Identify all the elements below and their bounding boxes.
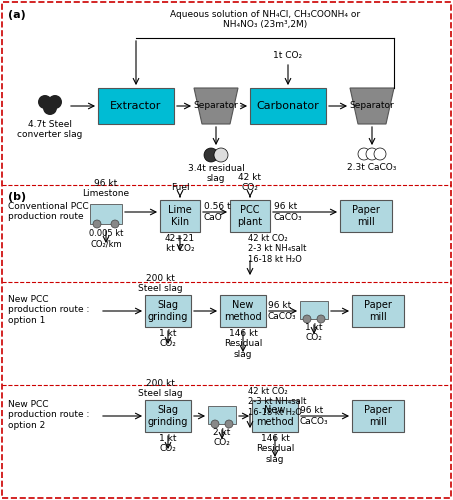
Circle shape	[374, 148, 386, 160]
Polygon shape	[350, 88, 394, 124]
Text: 4.7t Steel
converter slag: 4.7t Steel converter slag	[17, 120, 83, 140]
Text: (a): (a)	[8, 10, 26, 20]
Bar	[160, 200, 200, 232]
Text: Paper
mill: Paper mill	[352, 205, 380, 227]
Text: 96 kt
CaCO₃: 96 kt CaCO₃	[268, 302, 297, 320]
Circle shape	[43, 101, 57, 115]
Text: 200 kt
Steel slag: 200 kt Steel slag	[138, 378, 182, 398]
Text: Paper
mill: Paper mill	[364, 405, 392, 427]
Text: 42+21
kt CO₂: 42+21 kt CO₂	[165, 234, 195, 254]
Text: Slag
grinding: Slag grinding	[148, 405, 188, 427]
Text: 2 kt
CO₂: 2 kt CO₂	[213, 428, 231, 448]
Text: Slag
grinding: Slag grinding	[148, 300, 188, 322]
Text: 0.005 kt
CO₂/km: 0.005 kt CO₂/km	[89, 229, 123, 248]
Text: 1 kt
CO₂: 1 kt CO₂	[159, 434, 177, 454]
Bar	[145, 295, 191, 327]
Text: 96 kt
Limestone: 96 kt Limestone	[82, 178, 130, 198]
Text: (b): (b)	[8, 192, 26, 202]
Circle shape	[317, 315, 325, 323]
Text: PCC
plant: PCC plant	[237, 205, 263, 227]
Text: New PCC
production route :
option 2: New PCC production route : option 2	[8, 400, 89, 430]
Bar	[145, 400, 191, 432]
Text: 42 kt CO₂
2-3 kt NH₄salt
16-18 kt H₂O: 42 kt CO₂ 2-3 kt NH₄salt 16-18 kt H₂O	[248, 387, 306, 417]
Bar	[300, 301, 328, 319]
Circle shape	[211, 420, 219, 428]
Bar	[340, 200, 392, 232]
Circle shape	[48, 95, 62, 109]
Text: 42 kt CO₂
2-3 kt NH₄salt
16-18 kt H₂O: 42 kt CO₂ 2-3 kt NH₄salt 16-18 kt H₂O	[248, 234, 306, 264]
Bar	[252, 400, 298, 432]
Circle shape	[225, 420, 233, 428]
Text: 96 kt
CaCO₃: 96 kt CaCO₃	[300, 406, 328, 426]
Text: Conventional PCC
production route: Conventional PCC production route	[8, 202, 89, 222]
Circle shape	[303, 315, 311, 323]
Circle shape	[366, 148, 378, 160]
Text: Separator: Separator	[193, 102, 238, 110]
Polygon shape	[194, 88, 238, 124]
Text: Separator: Separator	[350, 102, 395, 110]
Text: 2.3t CaCO₃: 2.3t CaCO₃	[347, 163, 397, 172]
Text: New
method: New method	[224, 300, 262, 322]
Bar	[90, 204, 122, 224]
Text: 200 kt
Steel slag: 200 kt Steel slag	[138, 274, 182, 293]
Bar	[220, 295, 266, 327]
Circle shape	[38, 95, 52, 109]
Text: Fuel: Fuel	[171, 183, 189, 192]
Bar	[98, 88, 174, 124]
Text: 1 kt
CO₂: 1 kt CO₂	[159, 329, 177, 348]
Text: 146 kt
Residual
slag: 146 kt Residual slag	[256, 434, 294, 464]
Text: Aqueous solution of NH₄Cl, CH₃COONH₄ or
NH₄NO₃ (23m³,2M): Aqueous solution of NH₄Cl, CH₃COONH₄ or …	[170, 10, 360, 29]
Text: 1 kt
CO₂: 1 kt CO₂	[305, 323, 323, 342]
Text: 42 kt
CO₂: 42 kt CO₂	[238, 172, 261, 192]
Circle shape	[204, 148, 218, 162]
Circle shape	[111, 220, 119, 228]
Text: 3.4t residual
slag: 3.4t residual slag	[188, 164, 244, 184]
Text: New
method: New method	[256, 405, 294, 427]
Circle shape	[214, 148, 228, 162]
Text: 146 kt
Residual
slag: 146 kt Residual slag	[224, 329, 262, 359]
Bar	[208, 406, 236, 424]
Bar	[250, 88, 326, 124]
Text: 1t CO₂: 1t CO₂	[274, 51, 303, 60]
Text: Extractor: Extractor	[111, 101, 162, 111]
Bar	[352, 400, 404, 432]
Circle shape	[358, 148, 370, 160]
Bar	[230, 200, 270, 232]
Text: Paper
mill: Paper mill	[364, 300, 392, 322]
Text: New PCC
production route :
option 1: New PCC production route : option 1	[8, 295, 89, 325]
Bar	[352, 295, 404, 327]
Text: Lime
Kiln: Lime Kiln	[168, 205, 192, 227]
Text: Carbonator: Carbonator	[257, 101, 319, 111]
Text: 0.56 t
CaO: 0.56 t CaO	[204, 202, 231, 222]
Circle shape	[93, 220, 101, 228]
Text: 96 kt
CaCO₃: 96 kt CaCO₃	[274, 202, 303, 222]
